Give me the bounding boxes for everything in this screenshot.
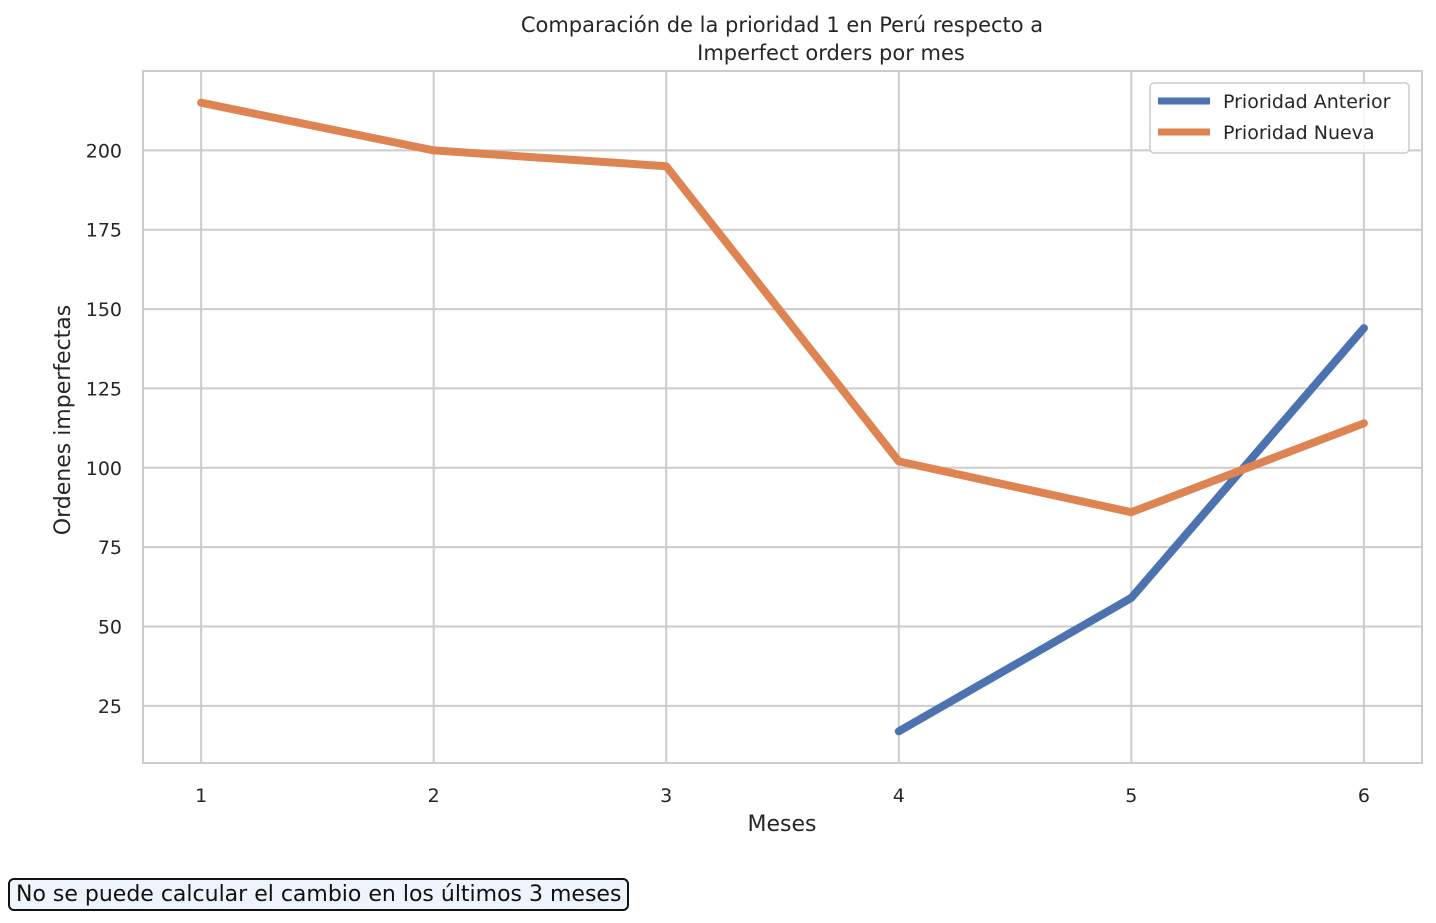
note-box: No se puede calcular el cambio en los úl… [8, 878, 630, 911]
note-text: No se puede calcular el cambio en los úl… [16, 882, 622, 907]
x-tick-label: 4 [893, 785, 905, 807]
x-tick-label: 5 [1125, 785, 1137, 807]
series-lines [197, 98, 1368, 736]
series-line-prioridad-nueva [197, 98, 1368, 517]
x-tick-label: 1 [195, 785, 207, 807]
y-tick-label: 50 [98, 617, 122, 639]
x-tick-labels: 1 2 3 4 5 6 [195, 785, 1370, 807]
legend-label-prioridad-anterior: Prioridad Anterior [1223, 91, 1391, 113]
y-tick-label: 25 [98, 696, 122, 718]
x-tick-label: 2 [428, 785, 440, 807]
x-tick-label: 6 [1358, 785, 1370, 807]
y-tick-label: 125 [86, 378, 122, 400]
y-tick-labels: 25 50 75 100 125 150 175 200 [86, 140, 122, 718]
y-tick-label: 150 [86, 299, 122, 321]
chart-title-line-2: Imperfect orders por mes [697, 41, 965, 65]
grid [143, 71, 1422, 763]
y-tick-label: 175 [86, 220, 122, 242]
y-axis-label: Ordenes imperfectas [51, 305, 76, 535]
plot-frame [142, 70, 1423, 764]
chart-title-line-1: Comparación de la prioridad 1 en Perú re… [521, 13, 1043, 37]
y-tick-label: 100 [86, 458, 122, 480]
legend-label-prioridad-nueva: Prioridad Nueva [1223, 122, 1375, 144]
x-axis-label: Meses [748, 812, 817, 837]
y-tick-label: 200 [86, 140, 122, 162]
x-tick-label: 3 [660, 785, 672, 807]
legend-frame [1149, 82, 1410, 154]
y-tick-label: 75 [98, 537, 122, 559]
legend: Prioridad Anterior Prioridad Nueva [1149, 82, 1410, 154]
